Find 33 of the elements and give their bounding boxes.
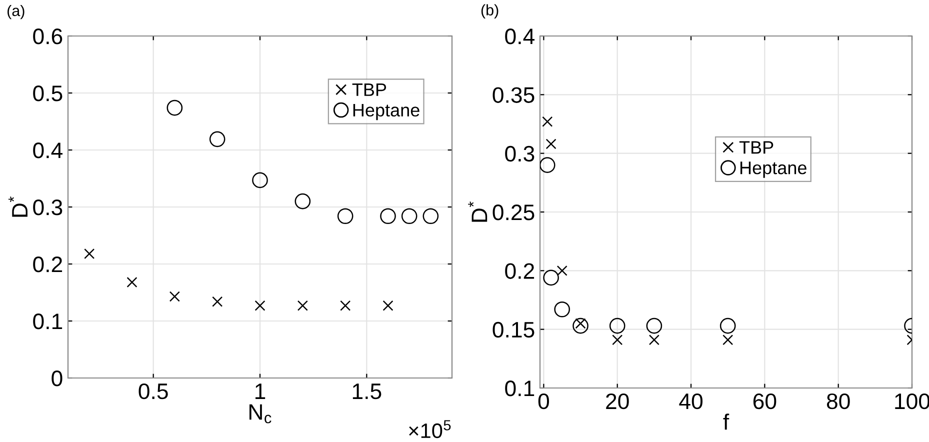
y-tick-label: 0.2	[33, 256, 62, 272]
y-tick-label: 0.3	[505, 146, 534, 162]
x-tick-label: 0	[538, 393, 549, 410]
legend-label: Heptane	[353, 104, 420, 120]
y-tick-label: 0.4	[33, 142, 62, 158]
x-axis-title: N$_{c}$	[249, 404, 272, 424]
legend-label: Heptane	[740, 162, 806, 178]
y-tick-label: 0.35	[492, 87, 534, 103]
y-tick-label: 0.6	[33, 28, 62, 44]
y-axis-title: D$^{*}$	[468, 201, 488, 222]
x-tick-label: 1.5	[352, 384, 382, 400]
x-tick-label: 40	[679, 393, 702, 410]
x-tick-label: 1	[256, 384, 266, 399]
x-tick-label: 0.5	[138, 383, 168, 400]
legend-label: TBP	[739, 141, 774, 154]
legend-label: TBP	[352, 84, 386, 96]
y-tick-label: 0	[52, 370, 62, 386]
y-tick-label: 0.5	[33, 86, 62, 102]
y-tick-label: 0.1	[33, 314, 62, 330]
text: ×10$^{5}$	[409, 420, 451, 438]
y-tick-label: 0.25	[492, 204, 534, 220]
y-tick-label: 0.15	[492, 322, 534, 338]
y-axis-title: D$^{*}$	[8, 196, 28, 217]
x-tick-label: 20	[606, 393, 629, 410]
x-tick-label: 80	[826, 393, 850, 410]
x-axis-title: f	[723, 414, 730, 430]
y-tick-label: 0.2	[505, 263, 534, 279]
y-tick-label: 0.1	[505, 380, 534, 396]
x-tick-label: 60	[753, 393, 776, 410]
text: (a)	[8, 4, 24, 20]
y-tick-label: 0.4	[505, 28, 534, 44]
text: (b)	[481, 4, 498, 18]
y-tick-label: 0.3	[33, 200, 62, 216]
